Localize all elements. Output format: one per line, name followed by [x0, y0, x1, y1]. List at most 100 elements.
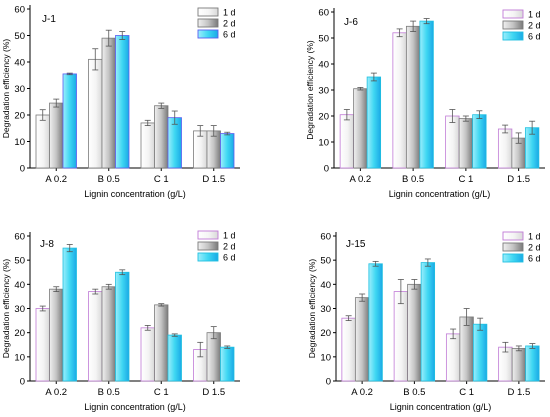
x-axis-label: Lignin concentration (g/L)	[390, 402, 492, 412]
y-tick-label: 40	[320, 280, 331, 291]
legend-swatch	[197, 241, 219, 251]
y-tick-label: 60	[14, 232, 25, 243]
y-axis-label: Degradation efficiency (%)	[1, 259, 11, 359]
bar	[167, 334, 182, 382]
bar	[353, 88, 368, 169]
y-tick-label: 10	[14, 137, 25, 148]
panel-label: J-1	[42, 14, 56, 25]
bar	[154, 105, 169, 169]
bar	[101, 37, 116, 169]
bar	[115, 35, 130, 169]
legend-label: 1 d	[528, 232, 541, 242]
x-tick-label: C 1	[458, 174, 473, 185]
y-tick-label: 50	[318, 34, 329, 45]
bar	[472, 323, 488, 382]
bar	[407, 283, 422, 382]
legend-swatch	[502, 253, 524, 263]
x-tick-label: C 1	[154, 387, 169, 398]
y-tick-label: 30	[320, 304, 331, 315]
legend: 1 d2 d6 d	[502, 232, 541, 264]
panel-label: J-6	[344, 17, 358, 28]
x-tick-label: A 0.2	[45, 387, 67, 398]
x-tick-label: D 1.5	[508, 387, 531, 398]
x-axis-label: Lignin concentration (g/L)	[389, 189, 491, 199]
legend-label: 6 d	[528, 32, 541, 42]
y-tick-label: 60	[320, 232, 331, 243]
y-tick-label: 50	[14, 31, 25, 42]
y-tick-label: 20	[318, 112, 329, 123]
y-tick-label: 50	[320, 256, 331, 267]
x-tick-label: B 0.5	[402, 174, 424, 185]
legend: 1 d2 d6 d	[197, 230, 236, 263]
chart-panel-j-6: 0 10 20 30 40 50 60 Degradation efficiency (%) J…	[305, 8, 545, 199]
legend: 1 d2 d6 d	[197, 7, 236, 40]
bar	[392, 32, 407, 169]
x-tick-label: D 1.5	[507, 174, 530, 185]
x-axis-label: Lignin concentration (g/L)	[84, 189, 186, 199]
bar	[88, 58, 103, 169]
x-tick-label: C 1	[459, 387, 474, 398]
bar	[497, 128, 513, 169]
bar	[88, 291, 103, 382]
legend-label: 2 d	[528, 243, 541, 253]
legend-label: 1 d	[223, 8, 236, 18]
bar	[115, 271, 130, 382]
x-tick-label: A 0.2	[351, 387, 373, 398]
y-tick-label: 60	[318, 8, 329, 19]
bar	[220, 133, 235, 169]
legend-swatch	[502, 20, 524, 30]
bar	[525, 345, 540, 382]
legend-swatch	[197, 29, 219, 39]
y-axis-label: Degradation efficiency (%)	[307, 259, 317, 359]
y-tick-label: 30	[14, 304, 25, 315]
y-tick-label: 50	[14, 256, 25, 267]
legend-swatch	[197, 230, 219, 240]
legend-label: 2 d	[528, 21, 541, 31]
y-tick-label: 0	[20, 164, 25, 175]
bar	[472, 114, 487, 169]
x-tick-label: C 1	[154, 174, 169, 185]
y-tick-label: 20	[14, 328, 25, 339]
bar	[62, 247, 77, 382]
bar	[62, 73, 77, 169]
x-axis-label: Lignin concentration (g/L)	[84, 402, 186, 412]
bar	[167, 117, 182, 169]
bar	[419, 20, 434, 169]
legend-swatch	[197, 7, 219, 17]
y-axis-label: Degradation efficiency (%)	[1, 39, 11, 139]
bar	[101, 286, 116, 382]
legend-swatch	[502, 9, 524, 19]
y-tick-label: 10	[318, 138, 329, 149]
y-tick-label: 0	[324, 164, 329, 175]
y-tick-label: 20	[320, 328, 331, 339]
bar	[445, 115, 460, 169]
legend-label: 1 d	[528, 10, 541, 20]
bar	[220, 346, 235, 382]
bar	[49, 288, 64, 382]
bar	[206, 332, 221, 382]
chart-panel-j-15: 0 10 20 30 40 50 60 Degradation efficiency (%) J…	[307, 232, 545, 412]
legend-label: 6 d	[528, 254, 541, 264]
legend-label: 6 d	[223, 30, 236, 40]
bar	[393, 291, 409, 382]
bar	[140, 122, 155, 169]
bar	[420, 262, 436, 382]
chart-panel-j-1: 0 10 20 30 40 50 60 Degradation efficiency (%) J…	[1, 5, 240, 199]
bar	[154, 304, 169, 382]
legend-label: 2 d	[223, 242, 236, 252]
bar	[445, 333, 461, 382]
bar	[405, 25, 421, 169]
bar	[366, 76, 382, 169]
y-tick-label: 30	[14, 84, 25, 95]
y-tick-label: 0	[326, 377, 331, 388]
bar	[341, 317, 356, 382]
legend-label: 1 d	[223, 231, 236, 241]
bar	[458, 118, 474, 169]
x-tick-label: D 1.5	[202, 387, 225, 398]
x-tick-label: B 0.5	[98, 174, 120, 185]
x-tick-label: B 0.5	[98, 387, 120, 398]
chart-panel-j-8: 0 10 20 30 40 50 60 Degradation efficiency (%) J…	[1, 230, 240, 412]
y-tick-label: 60	[14, 5, 25, 16]
bar	[35, 308, 50, 382]
